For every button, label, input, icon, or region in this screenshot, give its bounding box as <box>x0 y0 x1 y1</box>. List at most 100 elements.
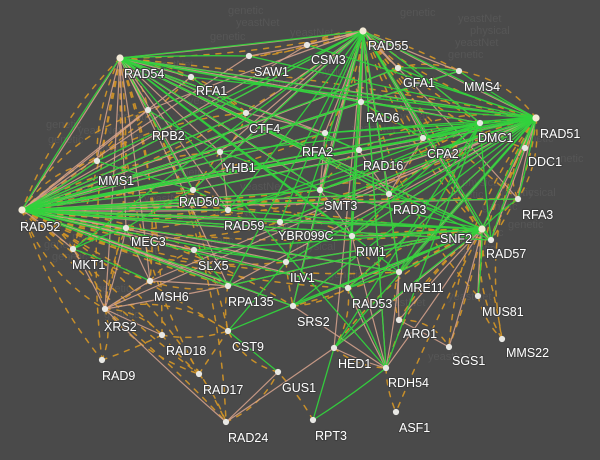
node-label-mkt1: MKT1 <box>72 258 105 272</box>
node-label-smt3: SMT3 <box>324 199 357 213</box>
graph-node-mkt1[interactable] <box>69 245 77 253</box>
graph-node-hed1[interactable] <box>330 344 338 352</box>
graph-node-rad53[interactable] <box>344 284 352 292</box>
node-label-hed1: HED1 <box>338 357 371 371</box>
edge-physical <box>292 305 387 369</box>
graph-node-rad55[interactable] <box>359 27 367 35</box>
node-label-rad9: RAD9 <box>102 369 135 383</box>
node-label-gus1: GUS1 <box>282 381 316 395</box>
graph-node-gfa1[interactable] <box>394 64 402 72</box>
edge-physical <box>385 228 483 369</box>
graph-node-slx5[interactable] <box>190 246 198 254</box>
edge-yeastnet <box>362 30 483 230</box>
graph-node-rpt3[interactable] <box>309 416 317 424</box>
edge-genetic <box>362 30 526 149</box>
graph-node-rfa2[interactable] <box>321 129 329 137</box>
graph-node-sgs1[interactable] <box>445 343 453 351</box>
graph-node-smt3[interactable] <box>316 186 324 194</box>
graph-node-rad57[interactable] <box>487 236 495 244</box>
edge-physical <box>104 280 151 310</box>
graph-node-rad54[interactable] <box>116 54 124 62</box>
graph-node-rad18[interactable] <box>158 331 166 339</box>
edge-genetic <box>362 30 492 241</box>
graph-node-dmc1[interactable] <box>476 119 484 127</box>
node-label-rad53: RAD53 <box>352 297 392 311</box>
edge-genetic <box>292 287 349 307</box>
graph-node-rdh54[interactable] <box>382 364 390 372</box>
edge-physical <box>21 76 192 211</box>
node-label-mms22: MMS22 <box>506 346 549 360</box>
edge-yeastnet <box>398 122 481 273</box>
node-label-rad54: RAD54 <box>124 67 164 81</box>
graph-node-srs2[interactable] <box>289 302 297 310</box>
graph-node-rpa135[interactable] <box>224 282 232 290</box>
edge-physical <box>104 285 229 310</box>
graph-node-asf1[interactable] <box>392 408 400 416</box>
edge-genetic <box>198 330 229 375</box>
node-label-rad52: RAD52 <box>20 220 60 234</box>
graph-node-ilv1[interactable] <box>282 258 290 266</box>
edge-genetic <box>21 209 227 423</box>
node-label-rad17: RAD17 <box>203 383 243 397</box>
graph-node-yhb1[interactable] <box>216 148 224 156</box>
watermark-text: yeastNet <box>455 37 498 49</box>
graph-node-rpb2[interactable] <box>144 106 152 114</box>
graph-node-rad52[interactable] <box>18 206 26 214</box>
graph-node-ybr099c[interactable] <box>276 218 284 226</box>
edge-yeastnet <box>119 57 400 273</box>
graph-node-mms22[interactable] <box>498 335 506 343</box>
edge-yeastnet <box>362 30 387 369</box>
graph-node-rad50[interactable] <box>189 186 197 194</box>
graph-node-rfa1[interactable] <box>187 73 195 81</box>
graph-node-mec3[interactable] <box>122 224 130 232</box>
graph-node-rad16[interactable] <box>355 146 363 154</box>
graph-node-rad3[interactable] <box>385 190 393 198</box>
edge-physical <box>397 271 400 321</box>
graph-node-mms4[interactable] <box>455 67 463 75</box>
graph-node-rad9[interactable] <box>98 356 106 364</box>
graph-node-rim1[interactable] <box>348 232 356 240</box>
node-label-mms1: MMS1 <box>98 174 134 188</box>
graph-node-aro1[interactable] <box>395 316 403 324</box>
graph-node-csm3[interactable] <box>303 41 311 49</box>
edge-physical <box>21 57 121 211</box>
edge-genetic <box>119 57 127 229</box>
graph-node-mus81[interactable] <box>474 292 482 300</box>
graph-node-mre11[interactable] <box>395 268 403 276</box>
graph-node-msh6[interactable] <box>146 277 154 285</box>
edge-genetic <box>95 57 121 361</box>
edge-physical <box>245 112 326 134</box>
edge-yeastnet <box>398 228 483 273</box>
edge-yeastnet <box>21 209 483 230</box>
graph-node-mms1[interactable] <box>93 157 101 165</box>
edge-genetic <box>161 334 200 375</box>
edge-yeastnet <box>119 57 194 191</box>
graph-node-gus1[interactable] <box>274 368 282 376</box>
graph-node-rad17[interactable] <box>195 370 203 378</box>
edge-yeastnet <box>72 248 151 282</box>
graph-node-rad24[interactable] <box>222 418 230 426</box>
edge-yeastnet <box>21 209 492 241</box>
graph-node-rad59[interactable] <box>224 206 232 214</box>
edge-yeastnet <box>227 209 483 230</box>
graph-node-cpa2[interactable] <box>419 134 427 142</box>
edge-yeastnet <box>21 132 326 211</box>
graph-node-cst9[interactable] <box>224 327 232 335</box>
graph-node-xrs2[interactable] <box>101 305 109 313</box>
graph-node-ddc1[interactable] <box>521 144 529 152</box>
graph-node-rfa3[interactable] <box>514 195 522 203</box>
edge-yeastnet <box>21 30 364 211</box>
graph-node-rad6[interactable] <box>357 98 365 106</box>
node-label-csm3: CSM3 <box>311 53 346 67</box>
edge-physical <box>227 117 537 287</box>
graph-node-ctf4[interactable] <box>242 109 250 117</box>
graph-node-rad51[interactable] <box>532 114 540 122</box>
graph-node-snf2[interactable] <box>478 225 486 233</box>
edge-genetic <box>104 308 227 423</box>
edge-genetic <box>333 347 387 369</box>
graph-node-saw1[interactable] <box>245 52 253 60</box>
edge-yeastnet <box>292 228 483 307</box>
